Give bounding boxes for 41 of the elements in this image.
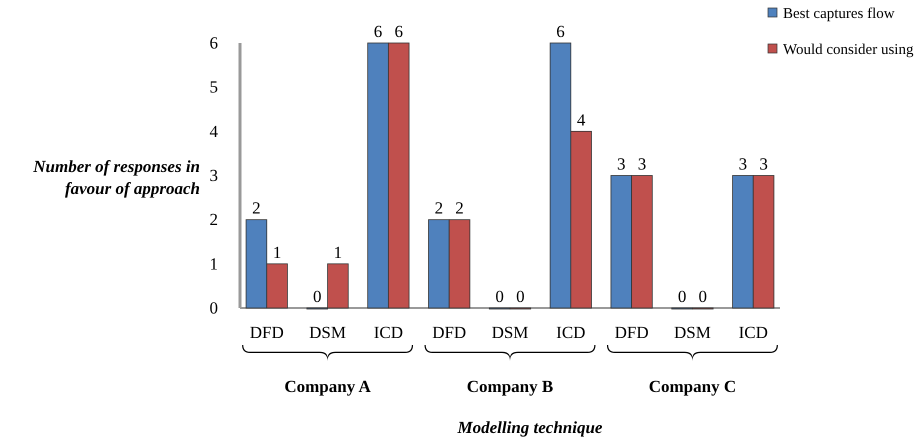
y-tick-label: 6: [210, 33, 218, 52]
data-label: 2: [252, 198, 261, 218]
data-label: 6: [394, 22, 403, 41]
x-tick-label: DFD: [250, 323, 284, 342]
data-label: 1: [334, 242, 342, 262]
data-label: 0: [698, 287, 708, 306]
x-tick-label: ICD: [374, 323, 404, 342]
x-axis-title: Modelling technique: [456, 418, 603, 437]
data-label: 1: [272, 242, 282, 262]
x-tick-label: DSM: [674, 323, 711, 342]
x-tick-label: ICD: [738, 323, 768, 342]
y-axis-title: Number of responses in favour of approach: [32, 157, 200, 198]
y-tick-label: 5: [210, 78, 218, 97]
text: Company A: [284, 377, 372, 396]
data-label: 6: [556, 22, 565, 41]
y-tick-label: 2: [210, 210, 218, 230]
y-tick-label: 3: [210, 166, 218, 185]
data-label: 3: [759, 154, 768, 174]
data-label: 0: [312, 287, 322, 306]
data-label: 4: [576, 110, 586, 130]
data-label: 6: [374, 22, 382, 41]
data-label: 3: [617, 154, 626, 174]
x-tick-label: DSM: [492, 323, 528, 342]
text: Company B: [466, 377, 554, 396]
data-label: 0: [516, 287, 525, 306]
x-tick-label: DSM: [309, 323, 346, 342]
x-tick-label: DFD: [432, 323, 466, 342]
data-label: 0: [678, 287, 686, 306]
y-tick-label: 0: [210, 298, 218, 318]
data-label: 2: [455, 198, 464, 218]
y-tick-label: 4: [210, 122, 218, 141]
data-label: 2: [434, 198, 444, 218]
data-label: 3: [638, 154, 646, 174]
data-label: 0: [495, 287, 504, 306]
y-tick-label: 1: [210, 254, 218, 274]
x-tick-label: ICD: [556, 323, 586, 342]
data-label: 3: [738, 154, 748, 174]
text: Company C: [648, 377, 736, 396]
legend-label: Best captures flow: [783, 6, 895, 22]
legend-label: Would consider using: [783, 42, 914, 58]
x-tick-label: DFD: [614, 323, 649, 342]
